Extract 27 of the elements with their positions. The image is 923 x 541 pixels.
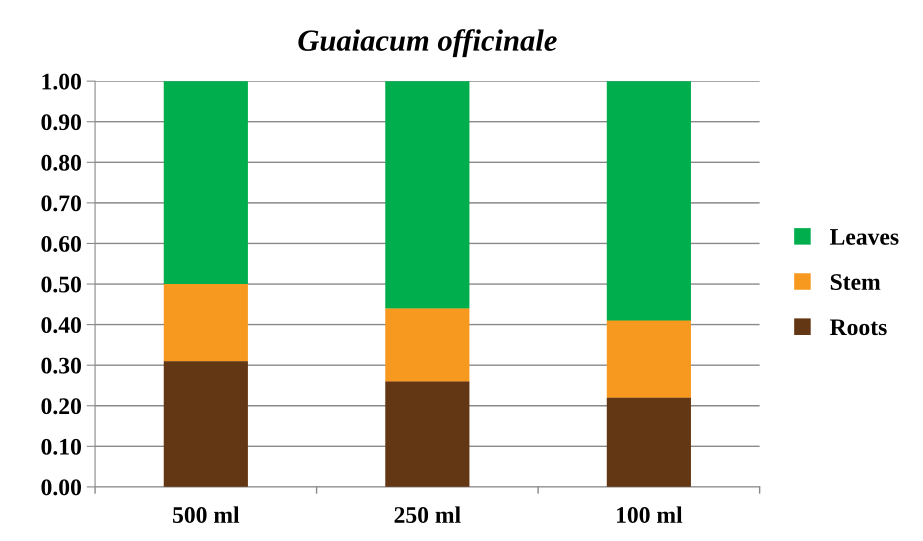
x-tick-label: 500 ml bbox=[173, 506, 240, 523]
x-tick-label: 250 ml bbox=[394, 506, 461, 523]
y-tick-label: 0.30 bbox=[41, 358, 81, 374]
y-tick-label: 0.20 bbox=[41, 398, 81, 414]
y-tick-label: 0.10 bbox=[41, 438, 81, 455]
y-tick-label: 0.50 bbox=[41, 276, 81, 293]
y-tick-label: 1.00 bbox=[42, 74, 81, 90]
bar bbox=[385, 308, 470, 382]
legend-label: Leaves bbox=[830, 229, 899, 245]
bar bbox=[164, 284, 248, 362]
bar bbox=[385, 381, 470, 487]
y-tick-label: 0.60 bbox=[41, 236, 81, 252]
bar bbox=[606, 81, 691, 321]
y-tick-label: 0.80 bbox=[41, 154, 81, 171]
bar bbox=[606, 398, 691, 487]
bar bbox=[385, 81, 470, 308]
y-tick-label: 0.70 bbox=[41, 195, 81, 212]
y-tick-label: 0.00 bbox=[41, 479, 81, 496]
chart-title: Guaiacum officinale bbox=[298, 29, 557, 58]
bar bbox=[164, 81, 248, 284]
legend-label: Stem bbox=[830, 274, 880, 290]
bar bbox=[606, 320, 691, 398]
y-tick-label: 0.40 bbox=[41, 317, 81, 334]
bar bbox=[164, 361, 248, 487]
y-tick-label: 0.90 bbox=[41, 114, 81, 130]
x-tick-label: 100 ml bbox=[616, 506, 682, 523]
legend-label: Roots bbox=[830, 319, 887, 336]
